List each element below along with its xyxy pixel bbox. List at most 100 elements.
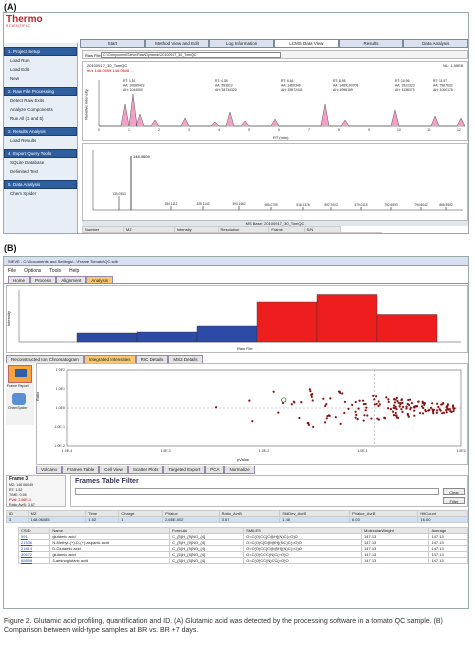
sidebar-item[interactable]: Analyze Components	[10, 107, 53, 112]
raw-file-select[interactable]: C:\Component\Sieve\Raw\Dynamic\20100917_…	[101, 52, 281, 58]
volcano-point	[362, 403, 366, 406]
volcano-point	[364, 402, 367, 406]
ribbon-tab[interactable]: Home	[8, 276, 31, 284]
spectrum-peak-label: 393.1462	[232, 202, 246, 206]
volcano-point	[324, 404, 327, 408]
menu-item[interactable]: Options	[24, 268, 42, 274]
volcano-point	[452, 407, 455, 410]
volcano-point	[376, 417, 379, 420]
volcano-point	[327, 414, 331, 417]
selected-frame-marker[interactable]	[281, 397, 287, 403]
volcano-point	[449, 410, 452, 413]
sidebar-section-4[interactable]: 5. Data Analysis	[4, 180, 77, 189]
volcano-point	[440, 403, 443, 406]
sidebar-item[interactable]: Detect Raw Exits	[10, 98, 45, 103]
sidebar-section-1[interactable]: 2. Raw File Processing	[4, 87, 77, 96]
result-subtab[interactable]: MS2 Details	[168, 355, 203, 363]
ribbon-tab[interactable]: Analysis	[86, 276, 114, 284]
volcano-point	[405, 407, 408, 410]
frames-cell: 1.48	[279, 516, 350, 523]
sidebar-section-2[interactable]: 3. Results Analysis	[4, 127, 77, 136]
volcano-point	[442, 402, 445, 405]
volcano-point	[405, 405, 408, 408]
volcano-point	[290, 403, 293, 406]
chrom-peak-ah: AH: 1138373	[395, 88, 415, 92]
volcano-point	[292, 400, 295, 403]
volcano-point	[307, 423, 311, 426]
volcano-point	[354, 410, 357, 413]
sidebar-item[interactable]: Delimited Text	[10, 169, 39, 174]
menu-item[interactable]: File	[8, 268, 17, 274]
volcano-point	[366, 414, 369, 417]
volcano-point	[300, 400, 303, 404]
filter-button[interactable]: Filter	[443, 497, 465, 504]
chemspider-icon[interactable]	[12, 393, 26, 405]
volcano-point	[387, 407, 390, 410]
volcano-point	[347, 407, 350, 410]
volcano-point	[392, 406, 395, 410]
plot-tab[interactable]: Cell View	[99, 466, 128, 474]
plot-tab[interactable]: Frames Table	[62, 466, 100, 474]
menu-item[interactable]: Tools	[49, 268, 61, 274]
volcano-point	[357, 407, 360, 410]
menu-item[interactable]: Help	[68, 268, 80, 274]
ribbon-tab[interactable]: Alignment	[56, 276, 87, 284]
chrom-peak-aa: AA: 7987632	[433, 84, 453, 88]
volcano-point	[392, 404, 396, 407]
frame-report-icon[interactable]	[8, 365, 32, 383]
sidebar-item[interactable]: Load Run	[10, 58, 30, 63]
frames-row[interactable]: 3 148.06085 1.52 1 2.66E-002 3.67 1.48 6.03 16.0…	[6, 516, 468, 523]
sidebar-item[interactable]: Load Edit	[10, 67, 30, 72]
id-cell: 147.13	[428, 557, 468, 564]
volcano-point	[393, 398, 396, 401]
result-subtab[interactable]: Integrated Intensities	[83, 355, 136, 363]
sidebar-item[interactable]: SQLite Database	[10, 160, 45, 165]
id-row[interactable]: 65858 3-aminoglutaric acid C_{5}H_{9}NO_{4…	[17, 557, 468, 564]
volcano-point	[251, 420, 254, 423]
volcano-point	[341, 392, 344, 395]
plot-tab[interactable]: Scatter Plots	[127, 466, 164, 474]
sidebar-item[interactable]: Chem Spider	[10, 191, 37, 196]
volcano-point	[423, 402, 426, 405]
tab-4[interactable]: Results	[338, 39, 404, 48]
id-cell[interactable]: 65858	[17, 557, 51, 564]
ribbon-tab[interactable]: Process	[30, 276, 57, 284]
sidebar-section-3[interactable]: 4. Export Query Tools	[4, 149, 77, 158]
volcano-point	[377, 404, 380, 408]
panel-a-screenshot: Thermo SCIENTIFIC Start Method View and E…	[3, 12, 469, 234]
tab-3[interactable]: LCMS Data View	[274, 39, 339, 48]
plot-tab[interactable]: Targeted Export	[163, 466, 206, 474]
volcano-point	[351, 403, 354, 406]
tab-0[interactable]: Start	[80, 39, 145, 48]
id-cell: C_{5}H_{9}NO_{4}	[169, 557, 245, 564]
sidebar-item[interactable]: Run All (1 and 5)	[10, 116, 44, 121]
volcano-point	[387, 398, 390, 401]
clear-button[interactable]: Clear	[443, 488, 465, 495]
ms-status-bar: MS Base: 20100917_30_TomQC	[82, 221, 468, 226]
thermo-logo: Thermo SCIENTIFIC	[6, 14, 43, 29]
sidebar-item[interactable]: Load Results	[10, 138, 37, 143]
volcano-xtick: 1.0E-2	[259, 449, 270, 453]
plot-tab[interactable]: PCA	[205, 466, 225, 474]
plot-tab[interactable]: Volcano	[36, 466, 63, 474]
filter-input[interactable]	[75, 488, 439, 495]
volcano-xtick: 1.0E-1	[357, 449, 368, 453]
volcano-point	[312, 425, 315, 428]
tab-5[interactable]: Data Analysis	[403, 39, 468, 48]
tab-2[interactable]: Log Information	[209, 39, 275, 48]
sidebar-item[interactable]: New	[10, 76, 20, 81]
tab-1[interactable]: Method View and Edit	[144, 39, 210, 48]
chrom-peak-rt: RT: 1.51	[123, 79, 136, 83]
volcano-point	[373, 403, 376, 406]
chrom-subtitle: m/z 148.0599-148.0608 ...	[87, 68, 134, 73]
volcano-point	[343, 400, 347, 403]
sidebar-section-0[interactable]: 1. Project Setup	[4, 47, 77, 56]
left-toolbar: Frame Report ChemSpider	[6, 363, 34, 425]
volcano-point	[310, 395, 313, 398]
plot-tab[interactable]: Normalize	[224, 466, 255, 474]
volcano-point	[339, 422, 342, 425]
result-subtab[interactable]: RIC Details	[135, 355, 169, 363]
spectrum-peak-label: 465.0709	[264, 203, 278, 207]
table-row[interactable]: 247148.0607950270565973071844227.51173.1…	[82, 232, 382, 233]
result-subtab[interactable]: Reconstructed Ion Chromatogram	[6, 355, 84, 363]
